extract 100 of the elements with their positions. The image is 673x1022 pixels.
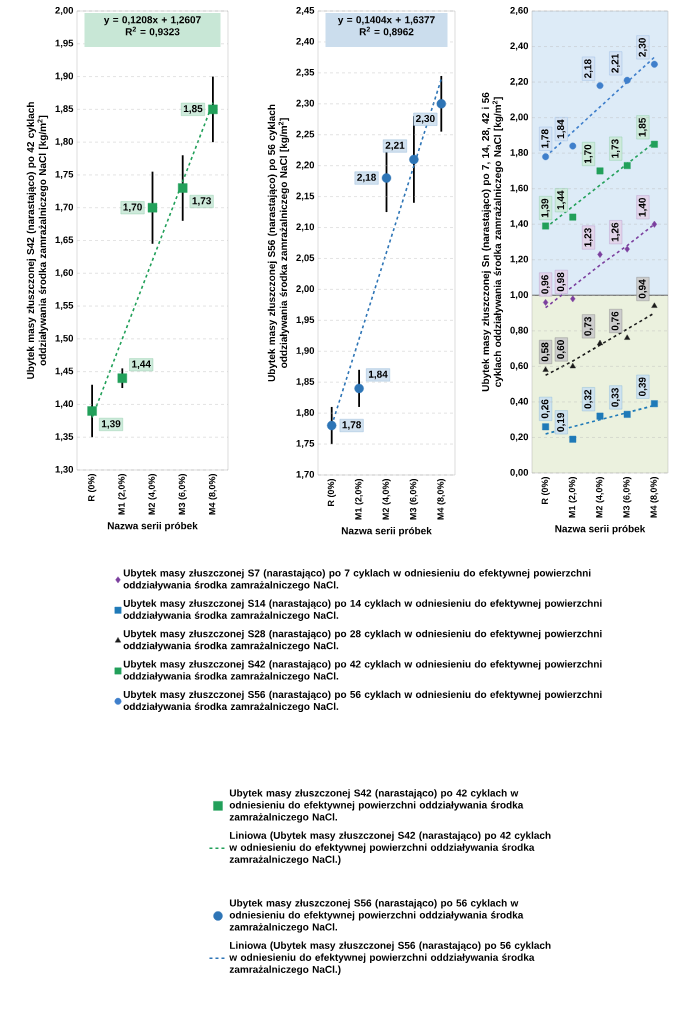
data-label: 0,33 (611, 388, 620, 407)
x-axis-title: Nazwa serii próbek (341, 526, 432, 537)
y-tick-label: 1,55 (55, 302, 74, 311)
point (542, 222, 549, 230)
point (597, 339, 603, 346)
y-tick-label: 2,45 (296, 6, 315, 16)
y-tick-label: 1,35 (55, 433, 74, 442)
data-label: 1,44 (557, 190, 566, 210)
x-tick-label: M1 (2,0%) (118, 473, 127, 515)
data-label: 0,98 (557, 272, 566, 292)
point (624, 334, 631, 340)
x-tick-label: R (0%) (87, 473, 97, 501)
point (596, 412, 604, 420)
y-axis-title: Ubytek masy złuszczonej Sn (narastająco) po 7, 14, 28, 42 i 56 cyklach oddziaływania środka zamrażalniczego NaCl [kg/m$^{2}$] (481, 92, 504, 392)
data-label: 1,78 (342, 421, 362, 430)
x-tick-label: M3 (6,0%) (409, 478, 419, 520)
y-tick-label: 1,60 (510, 184, 529, 193)
legend-label: Liniowa (Ubytek masy złuszczonej S56 (narastająco) po 56 cyklach w odniesieniu do efektywnej powierzchni oddziaływania środka zamrażalniczego NaCl.) (229, 941, 551, 975)
point (327, 420, 337, 431)
x-axis-title: Nazwa serii próbek (555, 524, 646, 535)
y-tick-label: 1,65 (55, 236, 74, 245)
data-label: 1,70 (123, 203, 142, 212)
data-label: 1,84 (557, 119, 566, 139)
point (597, 251, 603, 258)
point (542, 423, 549, 431)
point (623, 410, 631, 418)
point (381, 173, 392, 183)
data-label: 1,40 (638, 197, 648, 217)
x-tick-label: M4 (8,0%) (208, 473, 218, 515)
y-tick-label: 2,00 (55, 6, 74, 16)
legend-label: Ubytek masy złuszczonej S7 (narastająco) po 7 cyklach w odniesieniu do efektywnej powierzchni oddziaływania środka zamrażalniczego NaCl. (123, 569, 591, 591)
point (623, 76, 631, 84)
data-label: 0,60 (557, 340, 566, 359)
data-label: 1,39 (101, 420, 121, 429)
y-tick-label: 0,80 (510, 326, 529, 335)
point (87, 406, 97, 416)
data-label: 0,26 (541, 399, 550, 419)
x-tick-label: M3 (6,0%) (623, 476, 632, 518)
point (596, 82, 604, 90)
point (650, 400, 658, 408)
data-label: 1,73 (611, 139, 620, 158)
point (354, 383, 364, 394)
point (623, 162, 631, 169)
point (569, 142, 577, 150)
data-label: 1,85 (183, 105, 203, 114)
y-tick-label: 2,10 (296, 223, 315, 232)
y-tick-label: 1,95 (55, 39, 74, 48)
data-label: 2,21 (611, 53, 620, 73)
point (147, 203, 158, 213)
data-label: 2,30 (638, 38, 648, 57)
point (542, 366, 549, 372)
data-label: 0,19 (557, 412, 566, 432)
y-tick-label: 1,20 (510, 255, 529, 264)
y-tick-label: 1,95 (296, 316, 315, 325)
data-label: 0,73 (584, 316, 593, 336)
y-tick-label: 0,00 (510, 468, 529, 478)
x-tick-label: M4 (8,0%) (437, 478, 446, 520)
data-label: 1,23 (584, 228, 593, 247)
data-label: 1,73 (192, 197, 211, 206)
annotation: R$^{2}$ = 0,9323 (125, 26, 180, 37)
y-tick-label: 2,05 (296, 254, 315, 263)
point (543, 299, 549, 306)
point (650, 60, 658, 68)
y-tick-label: 1,70 (296, 470, 315, 480)
point (569, 435, 577, 443)
x-tick-label: M1 (2,0%) (568, 476, 577, 518)
point (409, 154, 419, 165)
y-tick-label: 0,20 (510, 433, 529, 442)
y-tick-label: 1,70 (55, 203, 74, 212)
point (624, 245, 630, 253)
data-label: 1,84 (368, 370, 388, 380)
x-tick-label: R (0%) (541, 476, 550, 504)
point (596, 167, 604, 175)
point (651, 220, 657, 228)
data-label: 1,85 (638, 117, 648, 137)
data-label: 2,18 (584, 59, 593, 79)
y-tick-label: 1,80 (510, 149, 529, 158)
y-axis-title: Ubytek masy złuszczonej S56 (narastająco) po 56 cyklach oddziaływania środka zamrażalniczego NaCl [kg/m$^{2}$] (267, 104, 290, 382)
y-tick-label: 2,35 (296, 68, 315, 77)
data-label: 1,39 (541, 198, 550, 218)
y-tick-label: 1,85 (55, 105, 74, 114)
y-tick-label: 2,15 (296, 192, 315, 201)
x-tick-label: R (0%) (327, 478, 336, 506)
data-label: 0,96 (541, 275, 550, 294)
data-label: 1,26 (611, 222, 620, 242)
point (569, 362, 576, 369)
y-tick-label: 1,45 (55, 367, 74, 376)
y-tick-label: 1,00 (510, 291, 529, 300)
annotation: R$^{2}$ = 0,8962 (359, 26, 414, 37)
data-label: 2,18 (357, 173, 376, 183)
data-label: 0,94 (638, 279, 648, 299)
x-tick-label: M2 (4,0%) (382, 478, 391, 520)
y-tick-label: 1,50 (55, 334, 74, 343)
y-tick-label: 1,80 (55, 138, 74, 147)
legend-label: Ubytek masy złuszczonej S56 (narastająco) po 56 cyklach w odniesieniu do efektywnej powierzchni oddziaływania środka zamrażalniczego NaCl. (123, 690, 602, 712)
data-label: 2,30 (415, 115, 435, 124)
y-tick-label: 1,75 (296, 440, 315, 449)
point (570, 295, 576, 303)
x-tick-label: M1 (2,0%) (354, 478, 364, 520)
x-tick-label: M2 (4,0%) (595, 476, 605, 518)
